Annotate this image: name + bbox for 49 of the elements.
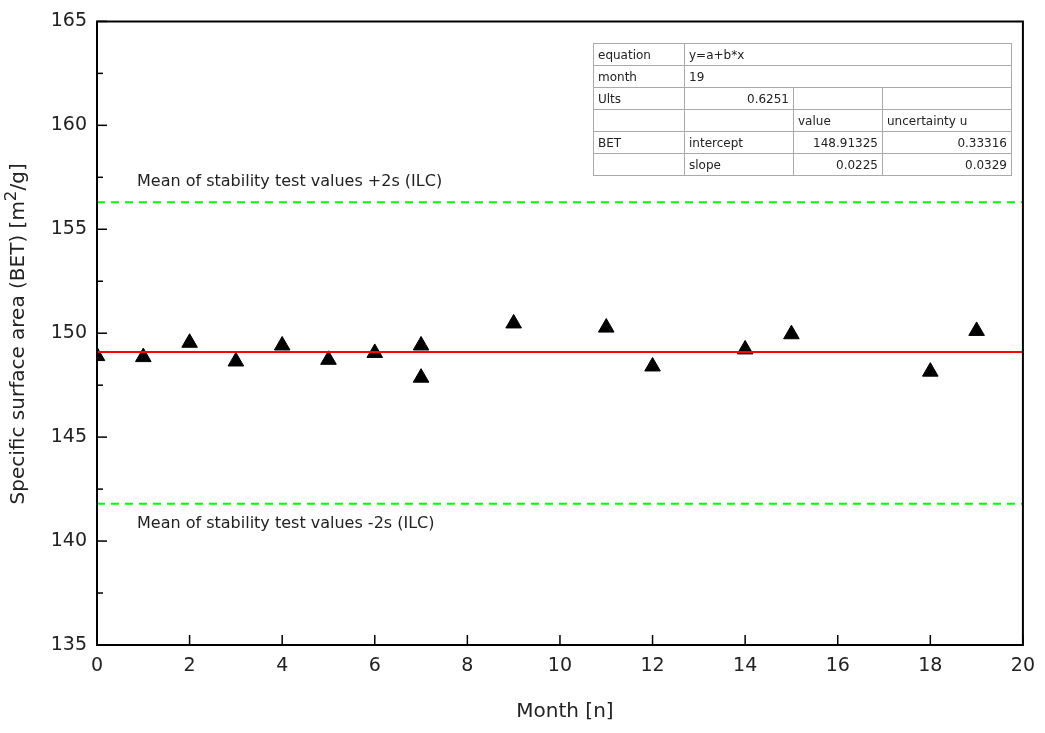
- x-tick-label: 10: [547, 653, 573, 676]
- annotation: 19: [684, 65, 1012, 88]
- point: [135, 347, 152, 363]
- y-tick-label: 155: [50, 216, 87, 239]
- x-tick-label: 12: [640, 653, 665, 676]
- point: [783, 324, 800, 340]
- annotation: Ults: [593, 87, 685, 110]
- x-tick-label: 2: [183, 653, 196, 676]
- point: [412, 335, 430, 351]
- y-tick-label: 145: [50, 424, 87, 447]
- point: [227, 351, 245, 367]
- annotation: month: [593, 65, 685, 88]
- x-axis-title: Month [n]: [515, 698, 615, 722]
- annotation: 0.0225: [793, 153, 883, 176]
- annotation: value: [793, 109, 883, 132]
- point: [181, 333, 198, 348]
- point: [412, 368, 430, 383]
- annotation: intercept: [684, 131, 794, 154]
- x-tick-label: 14: [733, 653, 758, 676]
- x-tick-label: 0: [90, 653, 104, 676]
- annotation: uncertainty u: [882, 109, 1012, 132]
- x-tick-label: 4: [276, 653, 289, 676]
- annotation: 0.6251: [684, 87, 794, 110]
- point: [320, 350, 337, 365]
- annotation: 148.91325: [793, 131, 883, 154]
- ref-line-label: Mean of stability test values +2s (ILC): [137, 171, 443, 191]
- x-tick-label: 18: [918, 653, 943, 676]
- x-tick-label: 8: [461, 653, 474, 676]
- annotation: 0.0329: [882, 153, 1012, 176]
- point: [597, 318, 615, 333]
- annotation: BET: [593, 131, 685, 154]
- point: [922, 362, 939, 377]
- x-tick-label: 16: [825, 653, 850, 676]
- x-tick-label: 20: [1010, 653, 1036, 676]
- y-tick-label: 160: [50, 112, 87, 135]
- y-tick-label: 165: [50, 8, 87, 31]
- y-tick-label: 150: [50, 320, 87, 343]
- point: [505, 313, 522, 329]
- annotation: equation: [593, 43, 685, 66]
- point: [968, 321, 985, 336]
- y-tick-label: 135: [50, 631, 87, 654]
- annotation: 0.33316: [882, 131, 1012, 154]
- y-tick-label: 140: [50, 528, 87, 550]
- point: [273, 335, 291, 351]
- annotation: y=a+b*x: [684, 43, 1012, 66]
- x-tick-label: 6: [368, 653, 381, 676]
- annotation: slope: [684, 153, 794, 176]
- point: [644, 356, 661, 372]
- ref-line-label: Mean of stability test values -2s (ILC): [137, 512, 435, 532]
